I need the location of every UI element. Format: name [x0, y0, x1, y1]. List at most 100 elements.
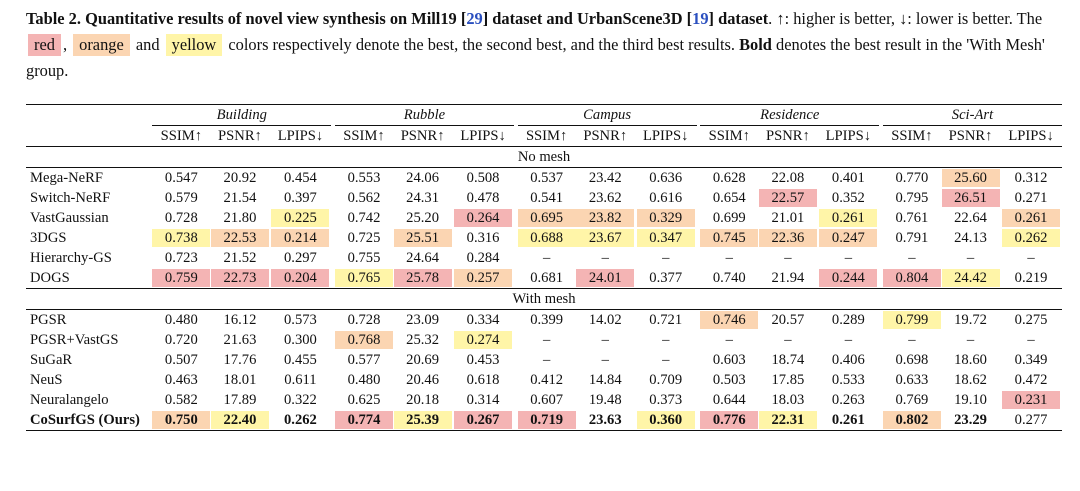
value-text: 0.573: [284, 312, 317, 328]
value-cell: 0.738: [152, 228, 211, 248]
value-text: –: [542, 332, 551, 348]
value-cell: 24.64: [393, 248, 452, 268]
value-text: 0.347: [636, 229, 695, 247]
caption-text: . ↑: higher is better, ↓: lower is bette…: [768, 9, 1043, 28]
value-cell: 24.06: [392, 167, 453, 188]
value-cell: 0.537: [517, 167, 576, 188]
value-cell: 0.616: [635, 188, 697, 208]
table-row: VastGaussian 0.728 21.80 0.225 0.742 25.20 0.2…: [26, 208, 1062, 228]
method-name: CoSurfGS (Ours): [26, 410, 153, 431]
value-text: –: [601, 332, 609, 348]
value-text: 0.300: [284, 332, 317, 348]
value-text: 24.31: [406, 190, 440, 206]
value-text: 0.750: [152, 411, 211, 429]
value-text: 0.329: [636, 209, 695, 227]
value-text: 19.48: [588, 392, 622, 408]
value-text: 0.746: [700, 311, 759, 329]
value-text: 0.401: [831, 170, 865, 186]
value-text: 23.42: [588, 170, 622, 186]
value-cell: 0.699: [700, 208, 758, 228]
value-text: 21.63: [223, 332, 257, 348]
header-gap: [331, 104, 335, 126]
metric-header: SSIM↑: [525, 128, 568, 144]
value-cell: 0.603: [700, 350, 758, 370]
value-cell: 0.261: [1000, 208, 1062, 228]
method-name: VastGaussian: [30, 210, 109, 226]
header-blank: [26, 126, 152, 147]
value-text: 22.53: [210, 229, 269, 247]
value-cell: 0.406: [818, 350, 880, 370]
value-text: 19.10: [954, 392, 987, 408]
value-text: 0.579: [164, 190, 198, 206]
value-cell: 0.267: [452, 410, 514, 431]
method-name: Neuralangelo: [30, 392, 109, 408]
value-text: 21.80: [223, 210, 257, 226]
value-text: 0.628: [712, 170, 746, 186]
method-name: DOGS: [30, 270, 70, 286]
value-cell: 0.377: [635, 268, 697, 289]
orange-swatch: orange: [73, 34, 130, 56]
metric-header: LPIPS↓: [277, 128, 324, 144]
value-text: 0.721: [649, 312, 683, 328]
value-cell: 0.231: [1000, 390, 1062, 410]
value-text: 0.480: [164, 312, 198, 328]
value-text: 0.625: [347, 392, 381, 408]
cell-gap: [696, 410, 701, 431]
value-cell: 0.611: [270, 370, 332, 390]
value-cell: 0.709: [635, 370, 697, 390]
value-text: 0.262: [1002, 229, 1061, 247]
value-text: 14.02: [588, 312, 622, 328]
caption-label: Table 2.: [26, 9, 81, 28]
value-cell: 0.720: [152, 330, 210, 350]
value-cell: 23.82: [576, 208, 635, 228]
header-gap: [513, 104, 518, 126]
value-text: 0.725: [347, 230, 381, 246]
value-cell: 20.92: [210, 167, 270, 188]
citation-link[interactable]: 29: [466, 9, 483, 28]
value-cell: 0.263: [818, 390, 880, 410]
value-text: 0.397: [284, 190, 317, 206]
method-name: SuGaR: [30, 352, 73, 368]
value-cell: 16.12: [210, 309, 270, 330]
metric-header: LPIPS↓: [643, 128, 689, 144]
value-text: 0.688: [517, 229, 576, 247]
value-text: 0.262: [284, 412, 317, 428]
value-cell: 0.755: [335, 248, 393, 268]
value-cell: 0.264: [452, 208, 514, 228]
value-cell: 0.750: [152, 410, 211, 431]
value-cell: 0.454: [269, 167, 332, 188]
value-text: –: [908, 250, 916, 266]
value-cell: 26.51: [941, 188, 1000, 208]
value-text: 0.264: [454, 209, 513, 227]
value-cell: 25.60: [940, 167, 1001, 188]
value-cell: 0.373: [635, 390, 697, 410]
value-text: 0.261: [831, 412, 865, 428]
value-text: 26.51: [941, 189, 1000, 207]
value-cell: 0.644: [700, 390, 758, 410]
value-text: 22.64: [954, 210, 987, 226]
value-text: 18.62: [954, 372, 987, 388]
value-cell: 0.804: [882, 268, 941, 289]
yellow-swatch: yellow: [165, 34, 223, 56]
method-name: PGSR: [26, 309, 153, 330]
value-cell: –: [818, 330, 880, 350]
cell-gap: [513, 309, 518, 330]
citation-link[interactable]: 19: [692, 9, 709, 28]
value-cell: 14.02: [575, 309, 635, 330]
value-cell: 0.412: [518, 370, 576, 390]
value-cell: 0.349: [1000, 350, 1062, 370]
value-cell: 0.791: [883, 228, 941, 248]
group-label: With mesh: [26, 288, 1062, 310]
value-text: 25.60: [941, 169, 1000, 187]
value-text: 16.12: [223, 312, 257, 328]
metric-header: SSIM↑: [708, 128, 750, 144]
value-text: –: [784, 250, 792, 266]
value-cell: 0.698: [883, 350, 941, 370]
value-cell: 23.09: [392, 309, 453, 330]
value-cell: 0.401: [817, 167, 880, 188]
value-text: 23.63: [588, 412, 622, 428]
value-cell: 0.607: [518, 390, 576, 410]
value-text: 0.360: [636, 411, 695, 429]
value-cell: 0.289: [817, 309, 880, 330]
header-gap: [879, 104, 883, 126]
